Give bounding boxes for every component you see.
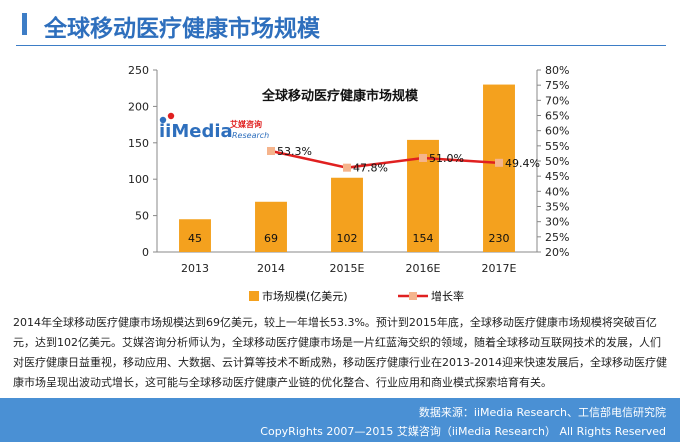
bar [179,219,211,252]
logo-dot-1 [159,116,167,124]
x-tick-label: 2017E [482,262,517,275]
analysis-paragraph: 2014年全球移动医疗健康市场规模达到69亿美元，较上一年增长53.3%。预计到… [13,316,667,389]
data-source: 数据来源：iiMedia Research、工信部电信研究院 [418,406,666,419]
y-left-tick-label: 100 [128,173,149,186]
title-divider [16,45,666,46]
legend-line-marker [409,292,417,300]
chart-title: 全球移动医疗健康市场规模 [261,88,419,104]
growth-rate-label: 53.3% [277,145,312,158]
y-right-tick-label: 70% [545,94,569,107]
y-right-tick-label: 45% [545,170,569,183]
x-tick-label: 2014 [257,262,285,275]
bar-value-label: 45 [188,232,202,245]
growth-rate-point [343,163,351,172]
legend: 市场规模(亿美元) 增长率 [249,289,464,303]
legend-bar-label: 市场规模(亿美元) [262,289,348,303]
bar-value-label: 230 [489,232,510,245]
growth-rate-point [495,158,503,167]
y-right-tick-label: 65% [545,110,569,123]
y-left-tick-label: 50 [135,210,149,223]
growth-rate-point [267,146,275,155]
y-right-tick-label: 60% [545,125,569,138]
copyright: CopyRights 2007—2015 艾媒咨询（iiMedia Resear… [260,425,666,438]
bar [331,177,363,252]
page-title: 全球移动医疗健康市场规模 [44,16,320,42]
growth-rate-label: 51.0% [429,152,464,165]
x-tick-label: 2015E [330,262,365,275]
y-right-tick-label: 50% [545,155,569,168]
legend-line-label: 增长率 [431,289,464,303]
y-right-tick-label: 55% [545,140,569,153]
iimedia-logo: iiMedia 艾媒咨询 Research [159,112,269,142]
bar [483,84,515,252]
y-left-tick-label: 150 [128,137,149,150]
logo-brand: iiMedia [159,121,233,142]
market-size-chart: 0 50 100 150 200 250 20% 25% 30% 35% 40% 45% 50% 55%… [128,64,569,303]
logo-dot-2 [167,112,175,120]
legend-bar-swatch [249,291,259,301]
bar-value-label: 69 [264,232,278,245]
title-bar: 全球移动医疗健康市场规模 [0,0,680,46]
footer: 数据来源：iiMedia Research、工信部电信研究院 CopyRight… [0,398,680,442]
y-right-tick-label: 40% [545,185,569,198]
bar-value-label: 154 [413,232,434,245]
bar-value-label: 102 [337,232,358,245]
logo-cn: 艾媒咨询 [230,119,262,129]
y-right-tick-label: 35% [545,201,569,214]
growth-rate-line [270,149,500,169]
y-right-tick-label: 75% [545,79,569,92]
x-tick-label: 2016E [406,262,441,275]
y-left-tick-label: 0 [142,246,149,259]
bar [255,201,287,252]
y-left-tick-label: 200 [128,100,149,113]
y-right-tick-label: 80% [545,64,569,77]
x-tick-label: 2013 [181,262,209,275]
y-left-tick-label: 250 [128,64,149,77]
y-right-tick-label: 30% [545,216,569,229]
title-accent-bar [22,13,27,35]
growth-rate-label: 47.8% [353,162,388,175]
logo-sub: Research [232,131,269,140]
growth-rate-label: 49.4% [505,157,540,170]
growth-rate-point [419,153,427,162]
y-right-tick-label: 20% [545,246,569,259]
y-right-tick-label: 25% [545,231,569,244]
